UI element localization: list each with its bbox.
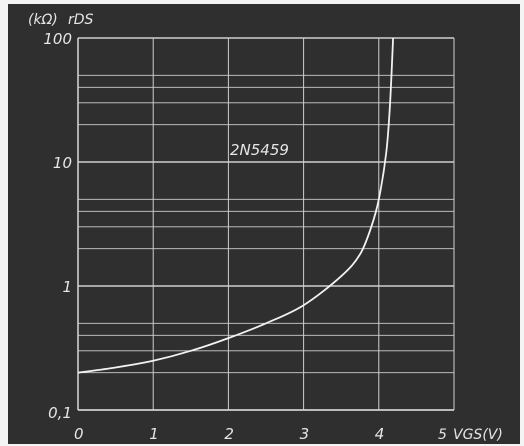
y-tick-labels: 0,1 1 10 100 [43, 30, 72, 422]
series-line [77, 37, 394, 374]
y-axis-unit: (kΩ) [28, 12, 58, 28]
chart-frame: 2N5459 (kΩ) rDS 5 VGS(V) 0 1 2 3 4 0,1 1 10 100 [8, 4, 520, 444]
y-tick-label: 1 [62, 278, 72, 296]
x-axis-label: VGS(V) [453, 427, 503, 443]
x-tick-label: 2 [224, 425, 234, 443]
x-tick-label: 0 [74, 425, 84, 443]
x-tick-label: 3 [300, 425, 310, 443]
chart-title: 2N5459 [230, 141, 289, 159]
x-tick-label: 1 [149, 425, 159, 443]
x-tick-labels: 0 1 2 3 4 [74, 425, 384, 443]
y-tick-label: 0,1 [48, 404, 72, 422]
y-tick-label: 10 [53, 154, 72, 172]
grid [77, 37, 455, 411]
y-tick-label: 100 [43, 30, 72, 48]
y-axis-label: rDS [68, 12, 94, 28]
curve-group [77, 37, 394, 374]
rds-vs-vgs-chart: 2N5459 (kΩ) rDS 5 VGS(V) 0 1 2 3 4 0,1 1 10 100 [8, 4, 520, 444]
chart-background [8, 4, 520, 444]
x-tick-label: 4 [375, 425, 385, 443]
x-axis-prefix: 5 [438, 427, 447, 443]
